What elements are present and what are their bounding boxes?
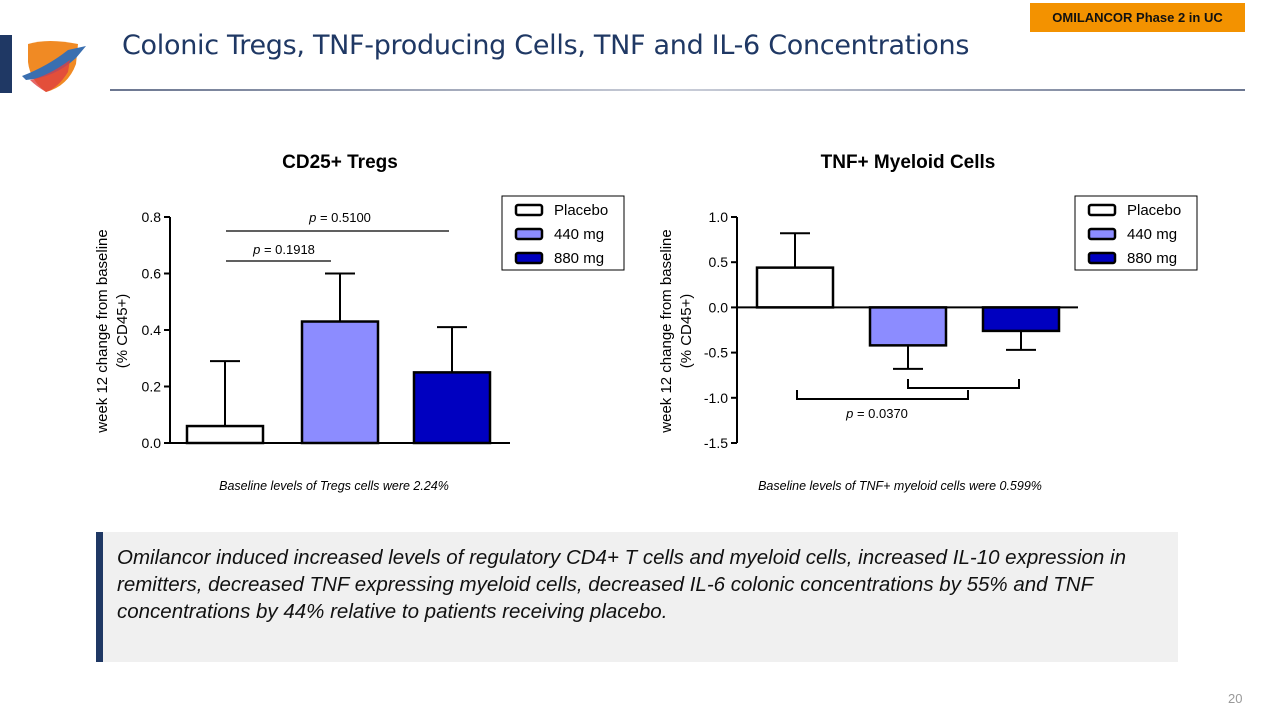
y-tick-label: 0.5 <box>709 254 729 270</box>
summary-box: Omilancor induced increased levels of re… <box>96 532 1178 662</box>
significance-bracket <box>907 379 1020 389</box>
legend-label: 880 mg <box>1127 250 1177 267</box>
chart-tregs: CD25+ Tregs week 12 change from baseline… <box>94 152 625 493</box>
plot-area: 0.0 0.2 0.4 0.6 0.8 Placebo 440 mg 880 mg p = 0.… <box>142 195 625 451</box>
legend-label: 440 mg <box>554 226 604 243</box>
y-tick-label: -1.5 <box>704 435 728 451</box>
chart-title: CD25+ Tregs <box>282 152 398 173</box>
y-tick-label: -1.0 <box>704 390 728 406</box>
legend-label: 440 mg <box>1127 226 1177 243</box>
page-title: Colonic Tregs, TNF-producing Cells, TNF … <box>122 30 970 61</box>
y-tick-label: 0.2 <box>142 379 162 395</box>
legend-label: Placebo <box>554 202 608 219</box>
y-tick-label: 0.6 <box>142 266 162 282</box>
company-logo <box>22 41 86 92</box>
bar-440-mg <box>868 306 948 347</box>
legend-swatch <box>514 251 544 265</box>
p-value-label: p = 0.0370 <box>845 406 908 421</box>
bar-440-mg <box>300 320 380 445</box>
bar-placebo <box>185 424 265 445</box>
legend-swatch <box>1087 227 1117 241</box>
page-number: 20 <box>1228 691 1243 706</box>
legend-swatch <box>1087 203 1117 217</box>
chart-caption: Baseline levels of Tregs cells were 2.24… <box>219 479 449 493</box>
chart-caption: Baseline levels of TNF+ myeloid cells we… <box>758 479 1042 493</box>
legend-swatch <box>514 203 544 217</box>
y-axis-label-unit: (% CD45+) <box>114 294 131 369</box>
bar-placebo <box>755 266 835 309</box>
y-tick-label: 0.0 <box>142 435 162 451</box>
y-axis-label-unit: (% CD45+) <box>678 294 695 369</box>
chart-title: TNF+ Myeloid Cells <box>821 152 996 173</box>
significance-bracket <box>796 390 969 400</box>
legend-swatch <box>514 227 544 241</box>
legend-label: 880 mg <box>554 250 604 267</box>
y-tick-label: -0.5 <box>704 345 728 361</box>
accent-bar <box>0 35 12 93</box>
legend-swatch <box>1087 251 1117 265</box>
y-tick-label: 0.0 <box>709 299 729 315</box>
bar-880-mg <box>412 371 492 445</box>
p-value-label: p = 0.1918 <box>252 242 315 257</box>
y-axis-label: week 12 change from baseline <box>94 229 111 433</box>
plot-area: -1.5 -1.0 -0.5 0.0 0.5 1.0 Placebo 440 mg 880 mg… <box>704 195 1198 451</box>
p-value-label: p = 0.5100 <box>308 210 371 225</box>
chart-tnf-myeloid: TNF+ Myeloid Cells week 12 change from b… <box>658 152 1198 493</box>
bar-880-mg <box>981 306 1061 333</box>
y-tick-label: 0.8 <box>142 209 162 225</box>
title-divider <box>110 89 1245 91</box>
y-tick-label: 0.4 <box>142 322 162 338</box>
section-badge: OMILANCOR Phase 2 in UC <box>1030 3 1245 32</box>
y-axis-label: week 12 change from baseline <box>658 229 675 433</box>
legend-label: Placebo <box>1127 202 1181 219</box>
y-tick-label: 1.0 <box>709 209 729 225</box>
